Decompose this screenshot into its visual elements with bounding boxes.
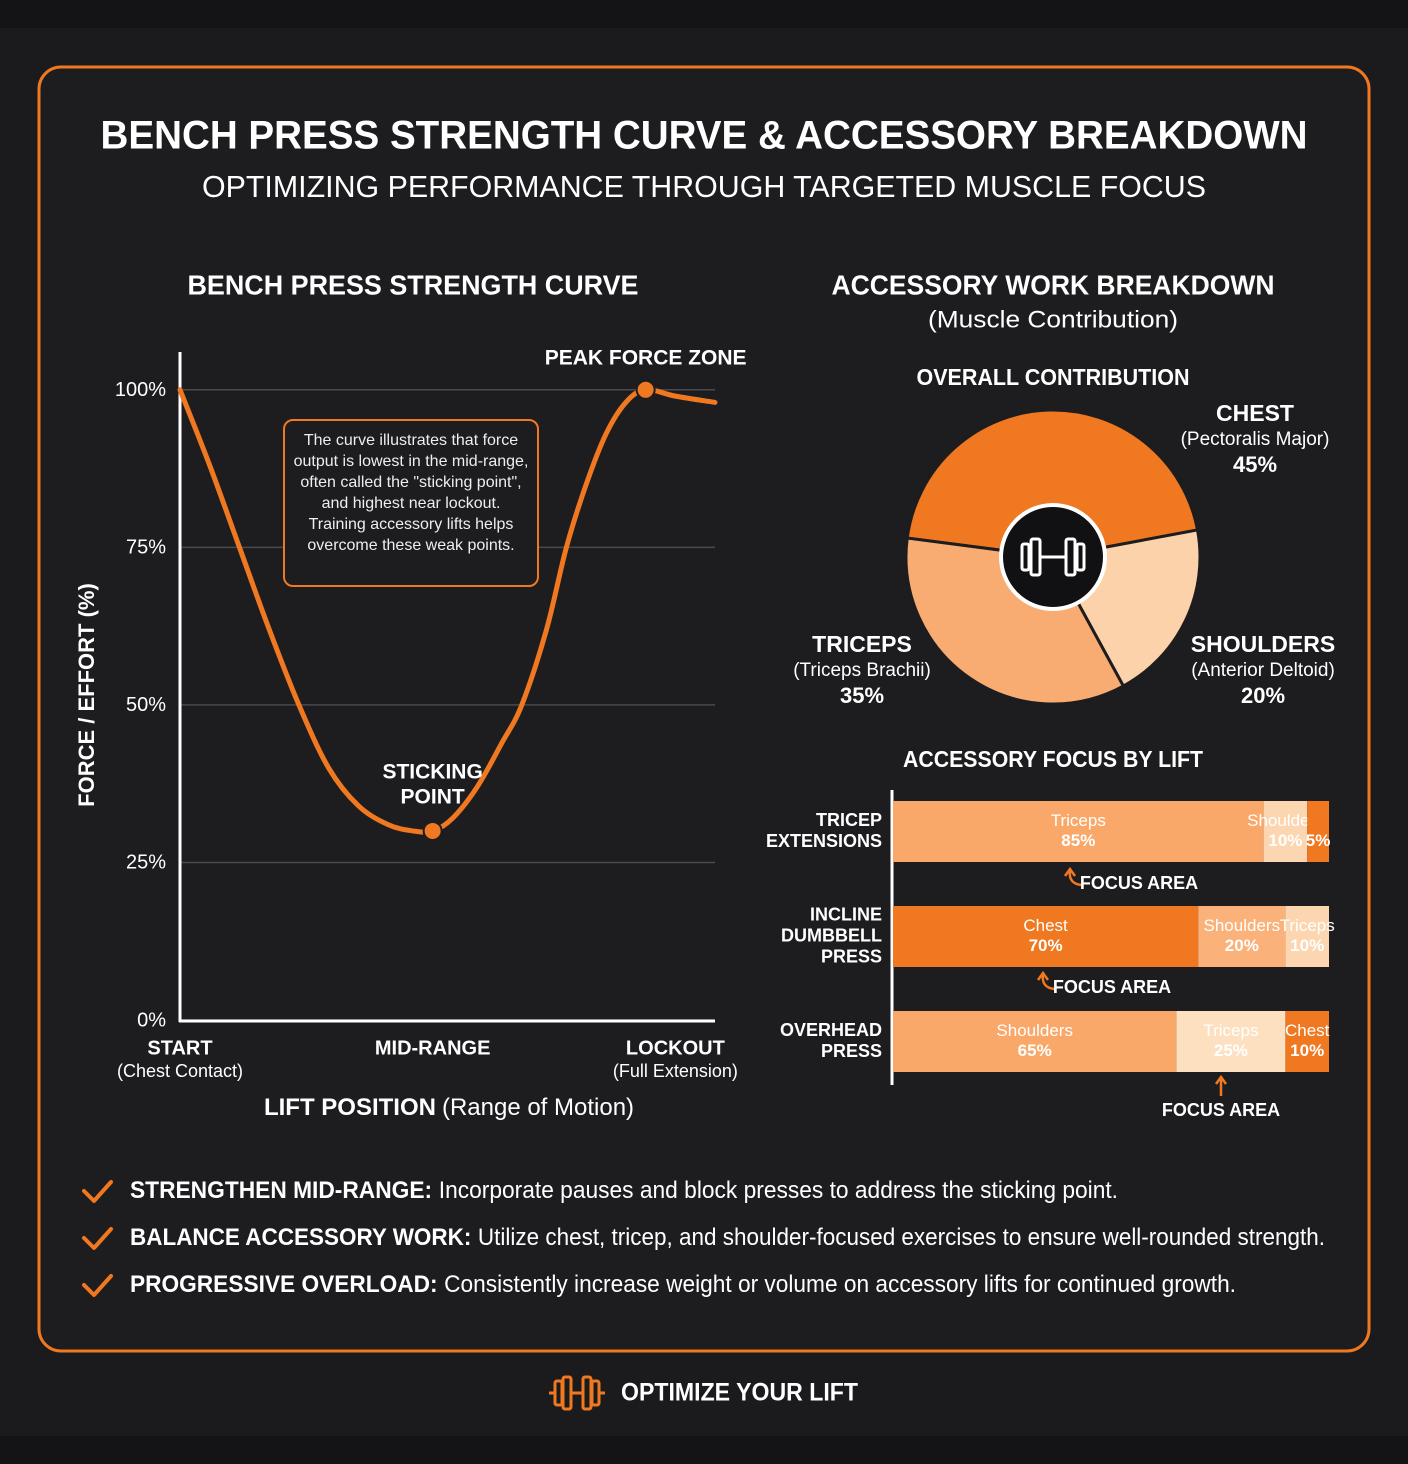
bar-segment <box>1285 1011 1329 1072</box>
bar-segment <box>893 1011 1177 1072</box>
slice-note: (Triceps Brachii) <box>793 660 931 681</box>
takeaway: PROGRESSIVE OVERLOAD:Consistently increa… <box>130 1271 1236 1298</box>
subtitle: OPTIMIZING PERFORMANCE THROUGH TARGETED … <box>202 169 1206 204</box>
focus-label: FOCUS AREA <box>1053 977 1171 997</box>
pie-slice <box>904 536 1126 706</box>
x-tick-label: START <box>147 1037 212 1059</box>
y-tick-label: 75% <box>126 537 166 559</box>
focus-label: FOCUS AREA <box>1080 873 1198 893</box>
y-tick-label: 0% <box>137 1009 166 1031</box>
segment-name: Triceps <box>1280 916 1335 935</box>
bar-segment <box>1263 801 1308 862</box>
pie-title: OVERALL CONTRIBUTION <box>917 364 1190 390</box>
chart-subtitle: (Muscle Contribution) <box>928 306 1178 333</box>
check-icon <box>82 1227 113 1250</box>
segment-value: 10% <box>1290 1041 1324 1060</box>
takeaway-lead: BALANCE ACCESSORY WORK: <box>130 1224 471 1251</box>
annotation-label: STICKING <box>382 760 482 783</box>
chart-title: ACCESSORY FOCUS BY LIFT <box>903 746 1203 772</box>
slice-value: 35% <box>840 683 884 708</box>
focus-arrow <box>1063 866 1083 887</box>
card <box>37 65 1371 1353</box>
y-tick-label: 50% <box>126 694 166 716</box>
bar-category: PRESS <box>821 946 882 966</box>
x-axis-note: (Range of Motion) <box>442 1094 634 1121</box>
takeaway: BALANCE ACCESSORY WORK: Utilize chest, tr… <box>130 1224 1325 1251</box>
segment-value: 10% <box>1268 831 1302 850</box>
takeaway-lead: STRENGTHEN MID-RANGE: <box>130 1177 432 1204</box>
segment-value: 65% <box>1018 1041 1052 1060</box>
title: BENCH PRESS STRENGTH CURVE & ACCESSORY B… <box>101 114 1308 158</box>
x-tick-label: LOCKOUT <box>626 1037 725 1059</box>
bar-segment <box>1176 1011 1286 1072</box>
focus-arrow <box>1214 1074 1228 1096</box>
footer-icon <box>549 1375 605 1411</box>
x-tick-note: (Chest Contact) <box>117 1061 243 1081</box>
bar-category: TRICEP <box>816 810 882 830</box>
strength-curve <box>177 387 718 835</box>
segment-name: Triceps <box>1051 811 1106 830</box>
bar-segment <box>1307 801 1329 862</box>
annotation-marker <box>422 820 443 841</box>
y-tick-label: 25% <box>126 852 166 874</box>
segment-name: Shoulders <box>1247 811 1324 830</box>
check-icon <box>82 1274 113 1297</box>
x-axis-label: LIFT POSITION (Range of Motion) <box>264 1094 634 1121</box>
annotation-label: POINT <box>401 785 465 808</box>
x-tick-label: MID-RANGE <box>375 1037 491 1059</box>
pie-center <box>999 503 1107 611</box>
bar-segment <box>1285 906 1329 967</box>
y-axis-label: FORCE / EFFORT (%) <box>74 583 99 807</box>
slice-value: 20% <box>1241 683 1285 708</box>
check-icon <box>82 1180 113 1203</box>
slice-label: CHEST <box>1216 400 1294 426</box>
takeaway-lead: PROGRESSIVE OVERLOAD: <box>130 1271 438 1298</box>
annotation-box: The curve illustrates that force output … <box>283 419 539 587</box>
segment-value: 5% <box>1306 831 1331 850</box>
bar-segment <box>893 906 1199 967</box>
segment-name: Shoulders <box>1204 916 1281 935</box>
segment-value: 20% <box>1225 936 1259 955</box>
takeaway: STRENGTHEN MID-RANGE: Incorporate pauses … <box>130 1177 1118 1204</box>
segment-name: Chest <box>1023 916 1068 935</box>
takeaway-text: Consistently increase weight or volume o… <box>444 1271 1236 1298</box>
pie-slice <box>905 408 1200 559</box>
segment-value: 70% <box>1029 936 1063 955</box>
y-tick-label: 100% <box>115 379 166 401</box>
slice-note: (Anterior Deltoid) <box>1191 660 1335 681</box>
slice-label: SHOULDERS <box>1191 631 1335 657</box>
chart-title: ACCESSORY WORK BREAKDOWN <box>832 269 1275 300</box>
bar-category: INCLINE <box>810 904 882 924</box>
bar-segment <box>893 801 1264 862</box>
annotation-label: PEAK FORCE ZONE <box>545 346 747 369</box>
segment-name: Chest <box>1285 1021 1330 1040</box>
takeaway-text: Incorporate pauses and block presses to … <box>439 1177 1118 1204</box>
segment-name: Triceps <box>1203 1021 1258 1040</box>
bar-segment <box>1198 906 1286 967</box>
bar-category: OVERHEAD <box>780 1020 882 1040</box>
segment-value: 10% <box>1290 936 1324 955</box>
slice-label: TRICEPS <box>812 631 912 657</box>
footer-text: OPTIMIZE YOUR LIFT <box>621 1379 858 1407</box>
slice-value: 45% <box>1233 452 1277 477</box>
takeaway-text: Utilize chest, tricep, and shoulder-focu… <box>478 1224 1325 1251</box>
bar-category: EXTENSIONS <box>766 831 882 851</box>
slice-note: (Pectoralis Major) <box>1181 429 1330 450</box>
segment-name: Shoulders <box>996 1021 1073 1040</box>
bar-category: PRESS <box>821 1041 882 1061</box>
focus-label: FOCUS AREA <box>1162 1100 1280 1120</box>
x-tick-note: (Full Extension) <box>613 1061 738 1081</box>
annotation-marker <box>635 379 656 400</box>
focus-arrow <box>1036 970 1056 991</box>
segment-value: 85% <box>1061 831 1095 850</box>
chart-title: BENCH PRESS STRENGTH CURVE <box>188 269 639 300</box>
segment-value: 25% <box>1214 1041 1248 1060</box>
x-axis-title: LIFT POSITION <box>264 1094 436 1121</box>
bar-category: DUMBBELL <box>781 925 882 945</box>
